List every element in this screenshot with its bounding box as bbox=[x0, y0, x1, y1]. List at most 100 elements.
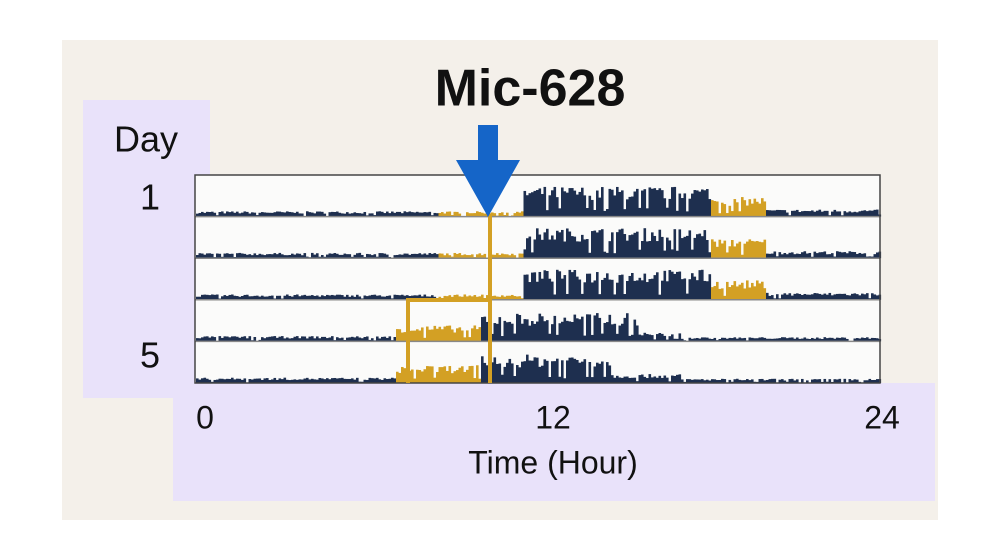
activity-bar bbox=[288, 254, 292, 259]
activity-bar bbox=[496, 363, 499, 383]
activity-bar bbox=[231, 377, 234, 383]
activity-bar bbox=[591, 282, 594, 300]
activity-bar bbox=[826, 254, 829, 259]
activity-bar bbox=[226, 211, 229, 217]
activity-bar bbox=[233, 212, 237, 217]
activity-bar bbox=[843, 293, 847, 300]
activity-bar bbox=[806, 294, 809, 300]
activity-bar bbox=[803, 293, 807, 300]
activity-bar bbox=[846, 253, 849, 259]
activity-bar bbox=[343, 378, 347, 383]
activity-bar bbox=[541, 193, 544, 217]
activity-bar bbox=[508, 358, 512, 383]
activity-bar bbox=[733, 337, 737, 342]
activity-bar bbox=[743, 288, 747, 300]
activity-bar bbox=[361, 254, 364, 259]
activity-bar bbox=[293, 379, 297, 383]
activity-bar bbox=[743, 380, 747, 383]
activity-bar bbox=[571, 188, 574, 217]
activity-bar bbox=[578, 241, 582, 259]
activity-bar bbox=[618, 275, 622, 300]
activity-bar bbox=[543, 232, 547, 259]
activity-bar bbox=[833, 338, 837, 342]
activity-bar bbox=[586, 376, 589, 383]
activity-bar bbox=[528, 325, 532, 342]
activity-bar bbox=[738, 379, 742, 383]
activity-bar bbox=[228, 212, 232, 217]
activity-bar bbox=[276, 254, 279, 259]
activity-bar bbox=[458, 253, 462, 259]
activity-bar bbox=[846, 212, 849, 217]
activity-bar bbox=[286, 255, 289, 259]
activity-bar bbox=[748, 239, 752, 259]
activity-bar bbox=[293, 295, 297, 300]
activity-bar bbox=[343, 296, 347, 300]
activity-bar bbox=[843, 252, 847, 259]
activity-bar bbox=[771, 338, 774, 342]
activity-bar bbox=[206, 336, 209, 342]
activity-bar bbox=[866, 337, 869, 342]
activity-bar bbox=[571, 357, 574, 383]
activity-bar bbox=[291, 379, 294, 383]
activity-bar bbox=[378, 379, 382, 383]
activity-bar bbox=[533, 357, 537, 383]
activity-bar bbox=[476, 254, 479, 259]
activity-bar bbox=[536, 281, 539, 300]
activity-bar bbox=[376, 377, 379, 383]
activity-bar bbox=[476, 365, 479, 383]
activity-bar bbox=[578, 279, 582, 300]
activity-bar bbox=[356, 253, 359, 259]
activity-bar bbox=[476, 211, 479, 217]
activity-bar bbox=[358, 252, 362, 259]
activity-bar bbox=[831, 253, 834, 259]
activity-bar bbox=[666, 237, 669, 259]
activity-bar bbox=[576, 241, 579, 259]
activity-bar bbox=[828, 337, 832, 342]
activity-bar bbox=[826, 294, 829, 300]
activity-bar bbox=[626, 313, 629, 342]
activity-bar bbox=[738, 241, 742, 259]
activity-bar bbox=[646, 282, 649, 300]
activity-bar bbox=[643, 273, 647, 300]
activity-bar bbox=[638, 277, 642, 300]
activity-bar bbox=[521, 298, 524, 300]
activity-bar bbox=[348, 337, 352, 342]
activity-bar bbox=[673, 338, 677, 342]
activity-bar bbox=[403, 295, 407, 300]
activity-bar bbox=[291, 253, 294, 259]
activity-bar bbox=[601, 187, 604, 217]
activity-bar bbox=[356, 377, 359, 383]
activity-bar bbox=[778, 209, 782, 217]
activity-bar bbox=[256, 255, 259, 259]
activity-bar bbox=[593, 366, 597, 383]
activity-bar bbox=[806, 380, 809, 383]
phase-shift-line bbox=[406, 298, 490, 383]
activity-bar bbox=[496, 253, 499, 259]
activity-bar bbox=[693, 237, 697, 259]
activity-bar bbox=[818, 379, 822, 383]
activity-bar bbox=[671, 249, 674, 259]
activity-bar bbox=[708, 199, 712, 217]
activity-bar bbox=[691, 338, 694, 342]
activity-bar bbox=[593, 280, 597, 300]
activity-bar bbox=[833, 294, 837, 300]
activity-bar bbox=[258, 378, 262, 383]
activity-bar bbox=[553, 315, 557, 342]
activity-bar bbox=[333, 212, 337, 217]
activity-bar bbox=[811, 337, 814, 342]
activity-bar bbox=[286, 337, 289, 342]
activity-bar bbox=[736, 202, 739, 217]
activity-bar bbox=[583, 195, 587, 217]
activity-bar bbox=[508, 295, 512, 300]
activity-bar bbox=[336, 253, 339, 259]
activity-bar bbox=[338, 378, 342, 383]
activity-bar bbox=[766, 292, 769, 300]
activity-bar bbox=[263, 378, 267, 383]
activity-bar bbox=[821, 252, 824, 259]
activity-bar bbox=[776, 256, 779, 259]
activity-bar bbox=[608, 279, 612, 300]
activity-bar bbox=[706, 281, 709, 300]
activity-bar bbox=[656, 334, 659, 342]
activity-bar bbox=[831, 337, 834, 342]
activity-bar bbox=[696, 337, 699, 342]
